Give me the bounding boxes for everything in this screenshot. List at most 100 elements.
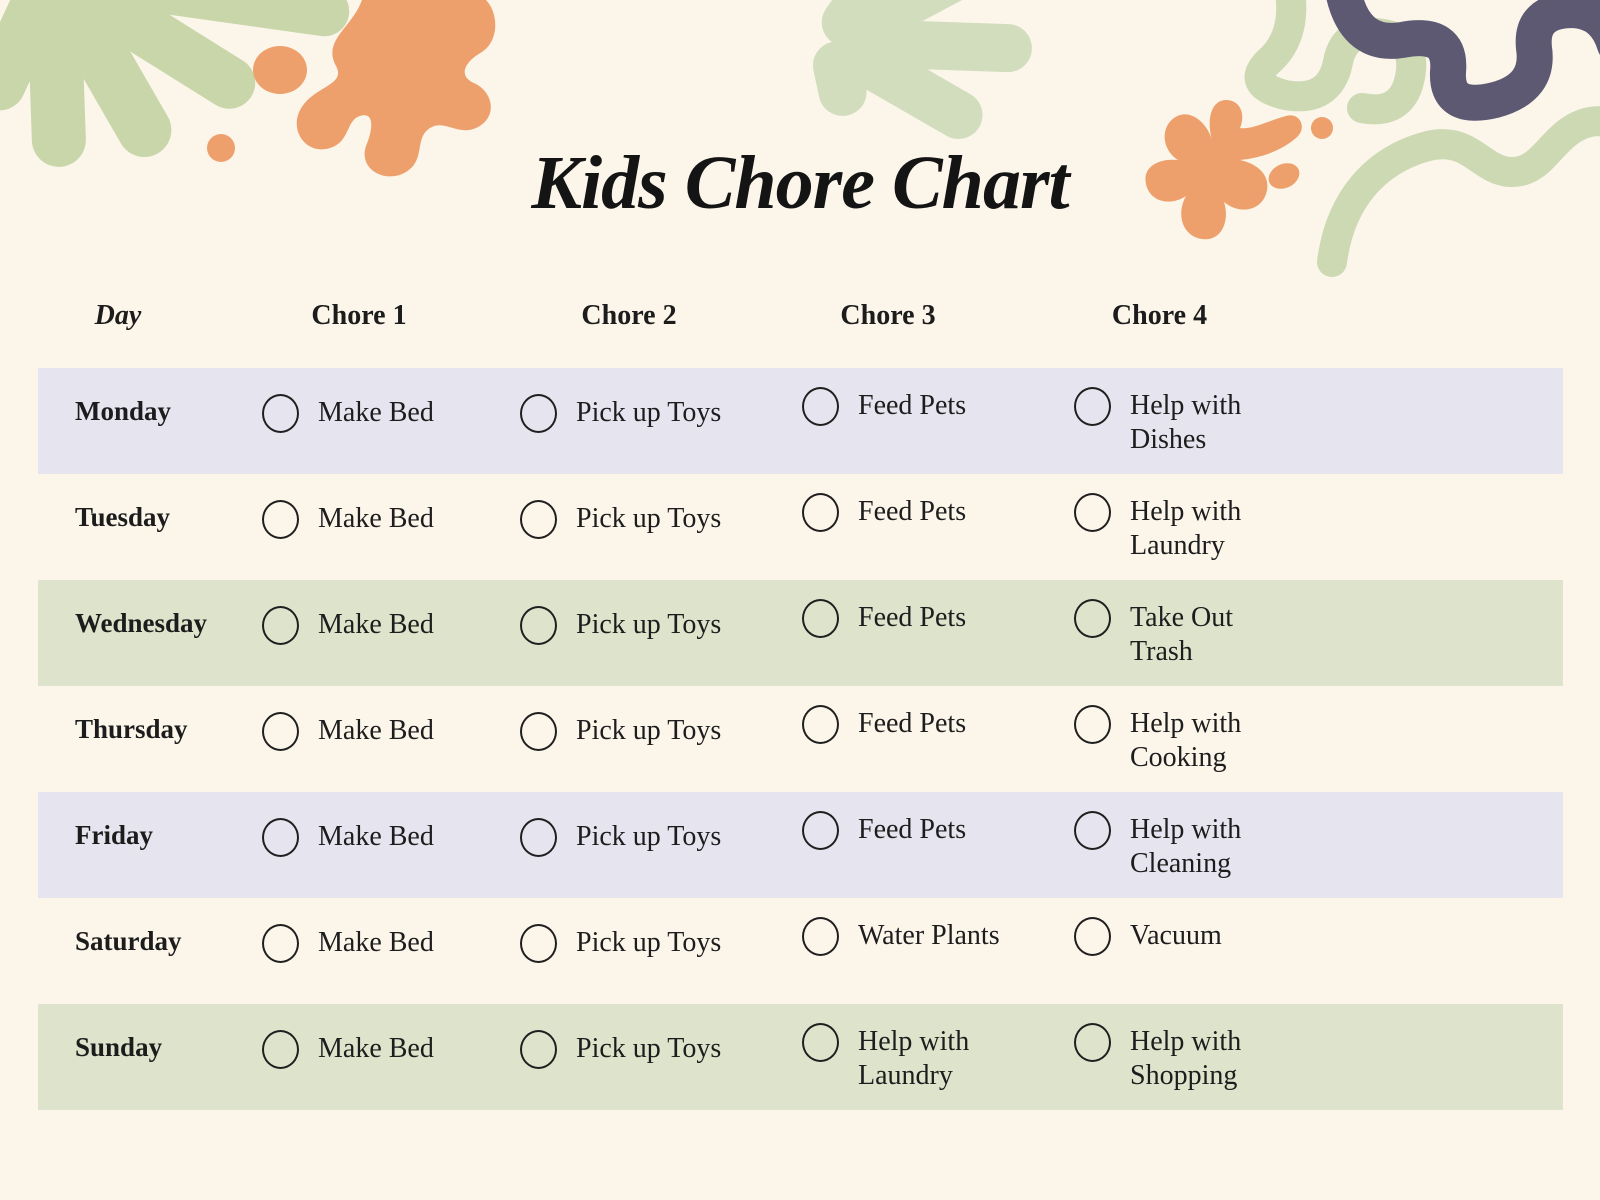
checkbox-circle[interactable] (802, 599, 839, 638)
chore-label: Pick up Toys (576, 821, 722, 852)
checkbox-circle[interactable] (262, 924, 299, 963)
chore-label: Feed Pets (858, 496, 967, 527)
chore-label: Pick up Toys (576, 927, 722, 958)
chore-cell: Feed Pets (770, 580, 1042, 686)
column-header-chore-4: Chore 4 (1111, 300, 1208, 331)
chore-cell: Help with Cleaning (1042, 792, 1563, 898)
chore-cell: Feed Pets (770, 792, 1042, 898)
chore-label: Make Bed (318, 715, 434, 746)
leaf-top-middle-icon (812, 0, 1038, 139)
chore-cell: Take Out Trash (1042, 580, 1563, 686)
chore-cell: Make Bed (230, 580, 488, 686)
table-row-thursday: Thursday Make Bed Pick up Toys Feed Pets… (38, 686, 1563, 792)
checkbox-circle[interactable] (802, 493, 839, 532)
chore-cell: Pick up Toys (488, 898, 770, 1004)
chore-label: Make Bed (318, 927, 434, 958)
day-label: Thursday (75, 714, 188, 744)
checkbox-circle[interactable] (262, 500, 299, 539)
chore-label: Help with Cooking (1130, 708, 1242, 773)
chore-cell: Make Bed (230, 368, 488, 474)
table-header-row: Day Chore 1 Chore 2 Chore 3 Chore 4 (38, 285, 1563, 368)
checkbox-circle[interactable] (1074, 599, 1111, 638)
checkbox-circle[interactable] (262, 712, 299, 751)
chore-cell: Vacuum (1042, 898, 1563, 1004)
column-header-chore-1: Chore 1 (311, 300, 407, 331)
chore-label: Feed Pets (858, 602, 967, 633)
day-label: Monday (75, 396, 172, 426)
checkbox-circle[interactable] (520, 1030, 557, 1069)
chore-label: Feed Pets (858, 708, 967, 739)
chore-cell: Feed Pets (770, 686, 1042, 792)
checkbox-circle[interactable] (520, 394, 557, 433)
chore-label: Vacuum (1130, 920, 1222, 951)
chore-cell: Feed Pets (770, 474, 1042, 580)
chore-cell: Pick up Toys (488, 1004, 770, 1110)
chore-cell: Help with Dishes (1042, 368, 1563, 474)
chore-cell: Make Bed (230, 686, 488, 792)
checkbox-circle[interactable] (1074, 705, 1111, 744)
checkbox-circle[interactable] (1074, 493, 1111, 532)
chore-cell: Pick up Toys (488, 580, 770, 686)
day-label: Wednesday (75, 608, 208, 638)
chore-label: Make Bed (318, 821, 434, 852)
chore-cell: Help with Shopping (1042, 1004, 1563, 1110)
chore-cell: Help with Laundry (1042, 474, 1563, 580)
chore-label: Help with Laundry (1130, 496, 1242, 561)
chore-cell: Make Bed (230, 792, 488, 898)
day-label: Friday (75, 820, 153, 850)
chore-cell: Make Bed (230, 1004, 488, 1110)
checkbox-circle[interactable] (802, 1023, 839, 1062)
checkbox-circle[interactable] (520, 818, 557, 857)
column-header-chore-3: Chore 3 (840, 300, 936, 331)
day-label: Tuesday (75, 502, 171, 532)
checkbox-circle[interactable] (520, 712, 557, 751)
chore-label: Make Bed (318, 503, 434, 534)
chore-label: Help with Dishes (1130, 390, 1242, 455)
chore-cell: Make Bed (230, 474, 488, 580)
chore-label: Feed Pets (858, 390, 967, 421)
squiggle-purple-top-right-icon (1326, 0, 1600, 121)
day-label: Sunday (75, 1032, 163, 1062)
checkbox-circle[interactable] (520, 606, 557, 645)
chore-label: Help with Laundry (858, 1026, 970, 1091)
checkbox-circle[interactable] (1074, 811, 1111, 850)
checkbox-circle[interactable] (1074, 917, 1111, 956)
chore-cell: Pick up Toys (488, 792, 770, 898)
chore-table: Day Chore 1 Chore 2 Chore 3 Chore 4 Mond… (38, 285, 1563, 1110)
checkbox-circle[interactable] (802, 387, 839, 426)
table-row-monday: Monday Make Bed Pick up Toys Feed Pets H… (38, 368, 1563, 474)
chore-label: Make Bed (318, 1033, 434, 1064)
chore-cell: Pick up Toys (488, 368, 770, 474)
checkbox-circle[interactable] (802, 811, 839, 850)
checkbox-circle[interactable] (520, 500, 557, 539)
table-row-wednesday: Wednesday Make Bed Pick up Toys Feed Pet… (38, 580, 1563, 686)
column-header-day: Day (94, 300, 142, 331)
chore-label: Pick up Toys (576, 397, 722, 428)
checkbox-circle[interactable] (1074, 1023, 1111, 1062)
checkbox-circle[interactable] (520, 924, 557, 963)
table-row-friday: Friday Make Bed Pick up Toys Feed Pets H… (38, 792, 1563, 898)
checkbox-circle[interactable] (1074, 387, 1111, 426)
chore-cell: Help with Laundry (770, 1004, 1042, 1110)
checkbox-circle[interactable] (802, 705, 839, 744)
chore-cell: Pick up Toys (488, 474, 770, 580)
chore-label: Help with Shopping (1130, 1026, 1242, 1091)
chore-cell: Pick up Toys (488, 686, 770, 792)
checkbox-circle[interactable] (262, 606, 299, 645)
column-header-chore-2: Chore 2 (581, 300, 677, 331)
checkbox-circle[interactable] (802, 917, 839, 956)
chore-label: Take Out Trash (1130, 602, 1234, 667)
page-title: Kids Chore Chart (531, 141, 1069, 225)
chore-cell: Water Plants (770, 898, 1042, 1004)
chore-label: Pick up Toys (576, 503, 722, 534)
day-label: Saturday (75, 926, 182, 956)
checkbox-circle[interactable] (262, 1030, 299, 1069)
chore-label: Pick up Toys (576, 1033, 722, 1064)
table-row-sunday: Sunday Make Bed Pick up Toys Help with L… (38, 1004, 1563, 1110)
chore-label: Help with Cleaning (1130, 814, 1242, 879)
checkbox-circle[interactable] (262, 818, 299, 857)
chore-label: Pick up Toys (576, 715, 722, 746)
chore-cell: Make Bed (230, 898, 488, 1004)
checkbox-circle[interactable] (262, 394, 299, 433)
